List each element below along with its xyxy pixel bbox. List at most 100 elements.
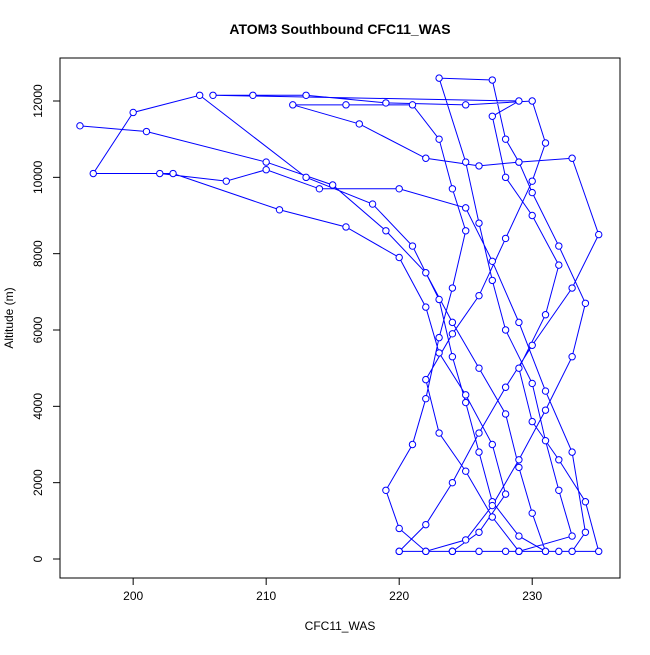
data-point — [515, 532, 523, 540]
data-point — [169, 169, 177, 178]
data-point — [568, 448, 576, 456]
y-tick-label: 0 — [31, 555, 45, 562]
data-point — [262, 166, 270, 174]
data-point — [528, 341, 536, 349]
data-point — [408, 242, 417, 250]
y-tick-label: 6000 — [31, 316, 45, 343]
data-point — [528, 379, 536, 388]
data-point — [156, 169, 164, 178]
data-point — [76, 122, 84, 130]
data-point — [89, 169, 97, 178]
data-point — [555, 261, 563, 269]
data-point — [488, 513, 497, 521]
data-point — [262, 158, 270, 166]
x-tick-label: 230 — [522, 589, 542, 603]
data-point — [382, 227, 390, 235]
y-axis-label: Altitude (m) — [2, 287, 16, 348]
data-point — [515, 97, 523, 105]
data-point — [422, 303, 430, 311]
data-point — [501, 383, 510, 391]
y-tick-label: 8000 — [31, 240, 45, 267]
data-point — [408, 101, 417, 109]
data-point — [528, 177, 536, 185]
data-point — [595, 230, 603, 239]
data-point — [501, 135, 510, 143]
data-point — [462, 391, 470, 399]
data-point — [581, 498, 590, 506]
data-point — [395, 547, 403, 556]
data-point — [541, 547, 550, 556]
data-point — [515, 364, 523, 372]
data-point — [315, 185, 324, 193]
data-point — [555, 456, 563, 464]
data-point — [595, 547, 603, 556]
data-point — [462, 398, 470, 407]
data-point — [528, 211, 536, 220]
data-point — [222, 177, 230, 185]
data-point — [209, 91, 217, 99]
plot-frame — [59, 57, 621, 579]
data-point — [568, 353, 576, 361]
data-point — [462, 467, 470, 475]
x-tick-label: 210 — [256, 589, 276, 603]
data-point — [501, 490, 510, 498]
data-point — [289, 101, 297, 109]
data-point — [302, 173, 310, 182]
data-point — [422, 395, 430, 403]
chart-title: ATOM3 Southbound CFC11_WAS — [229, 21, 450, 37]
data-point — [422, 375, 430, 384]
data-point — [541, 139, 550, 147]
data-point — [568, 154, 576, 162]
data-point — [581, 528, 590, 536]
data-point — [515, 463, 523, 472]
data-point — [488, 501, 497, 510]
data-point — [475, 364, 483, 372]
data-point — [448, 478, 457, 487]
data-point — [462, 158, 470, 166]
x-axis-label: CFC11_WAS — [305, 619, 376, 633]
data-point — [581, 299, 590, 307]
data-point — [448, 284, 457, 292]
data-point — [328, 181, 337, 189]
data-point — [555, 242, 563, 250]
data-point — [475, 448, 483, 456]
data-point — [422, 154, 430, 162]
data-point — [395, 185, 403, 193]
data-point — [342, 223, 350, 231]
data-point — [195, 91, 204, 99]
y-tick-label: 4000 — [31, 393, 45, 420]
data-point — [462, 204, 470, 212]
data-point — [475, 547, 483, 556]
data-point — [541, 406, 550, 414]
data-point — [568, 547, 576, 556]
data-point — [541, 436, 550, 445]
data-point — [422, 520, 430, 529]
data-point — [129, 108, 137, 117]
data-point — [501, 326, 510, 334]
data-point — [475, 219, 483, 227]
data-point — [568, 284, 576, 292]
data-point — [475, 162, 483, 170]
data-point — [462, 227, 470, 235]
data-point — [382, 486, 390, 494]
data-point — [435, 74, 443, 82]
data-point — [142, 127, 151, 136]
data-point — [368, 200, 377, 208]
data-point — [342, 101, 350, 109]
data-point — [515, 547, 523, 556]
data-point — [528, 188, 536, 197]
x-tick-label: 200 — [123, 589, 143, 603]
data-point — [448, 330, 457, 338]
data-point — [501, 173, 510, 182]
data-point — [382, 99, 390, 107]
data-point — [435, 429, 443, 437]
data-point — [395, 253, 403, 262]
y-tick-label: 2000 — [31, 469, 45, 496]
data-point — [515, 318, 523, 327]
y-tick-label: 12000 — [31, 84, 45, 118]
data-point — [435, 349, 443, 357]
data-point — [488, 112, 497, 120]
data-point — [249, 91, 257, 99]
data-point — [555, 486, 563, 494]
